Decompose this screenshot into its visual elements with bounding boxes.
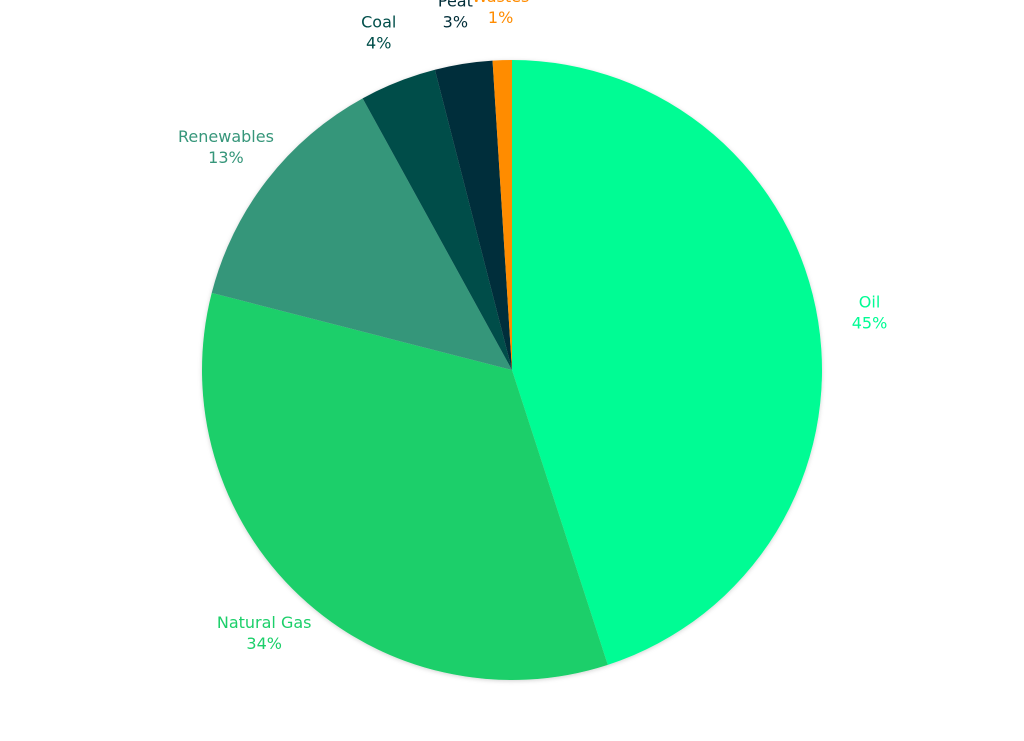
category-label: Wastes [472, 0, 529, 6]
pie-slice [211, 98, 512, 370]
category-label: Renewables [178, 127, 274, 146]
category-label: Oil [859, 292, 880, 311]
value-label: 34% [246, 634, 282, 653]
value-label: 4% [366, 33, 391, 52]
pie-slice [434, 60, 512, 370]
pie [202, 60, 822, 680]
slice-label: Wastes 1% [472, 0, 529, 27]
slice-label: Renewables 13% [178, 127, 274, 167]
slice-label: Natural Gas 34% [217, 613, 312, 653]
category-label: Coal [361, 12, 396, 31]
slice-label: Coal 4% [361, 12, 396, 52]
value-label: 3% [443, 12, 468, 31]
pie-slice [202, 292, 608, 680]
slice-label: Oil 45% [852, 292, 888, 332]
category-label: Peat [438, 0, 473, 10]
value-label: 13% [208, 148, 244, 167]
labels: Oil 45% Natural Gas 34% Renewables 13% Coal 4% P… [178, 0, 887, 653]
value-label: 45% [852, 313, 888, 332]
pie-slice [362, 69, 512, 370]
slice-label: Peat 3% [438, 0, 473, 31]
value-label: 1% [488, 8, 513, 27]
pie-slice [492, 60, 512, 370]
category-label: Natural Gas [217, 613, 312, 632]
pie-slice [512, 60, 822, 665]
